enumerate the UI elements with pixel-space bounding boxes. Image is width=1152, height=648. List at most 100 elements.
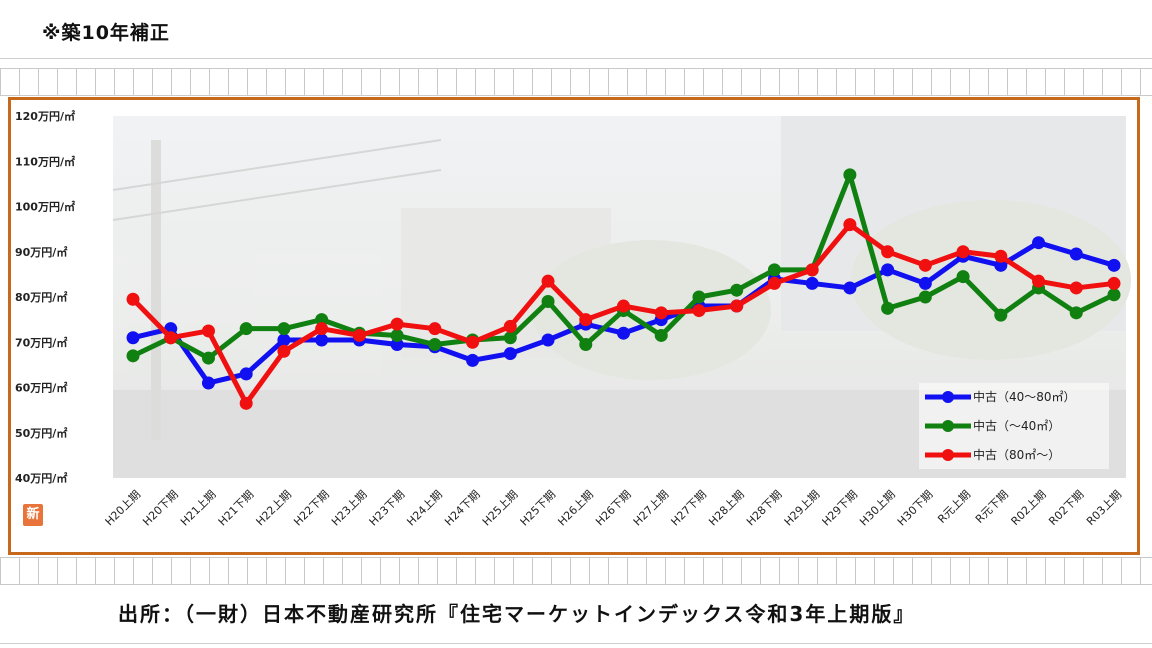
x-tick-label: R03上期 [1084,488,1124,528]
y-tick-label: 40万円/㎡ [15,471,67,485]
x-tick-label: H27下期 [669,488,710,529]
chart-frame: 120万円/㎡ 110万円/㎡ 100万円/㎡ 90万円/㎡ 80万円/㎡ 70万円/㎡ 6… [8,97,1140,555]
y-tick-label: 120万円/㎡ [15,109,75,123]
data-point [239,322,253,336]
x-tick-label: H29上期 [782,488,823,529]
data-point [805,276,819,290]
data-point [541,333,555,347]
data-point [1069,281,1083,295]
x-tick-label: H25上期 [480,488,521,529]
y-tick-label: 70万円/㎡ [15,335,67,349]
legend-label: 中古（80㎡～） [973,447,1060,462]
data-point [201,324,215,338]
data-point [654,306,668,320]
data-point [1032,274,1046,288]
grid-band-bottom [0,557,1152,585]
new-badge: 新 [23,504,43,526]
data-point [994,249,1008,263]
series-group [126,168,1121,410]
x-tick-label: H23上期 [329,488,370,529]
data-point [466,353,480,367]
data-point [730,299,744,313]
y-tick-label: 100万円/㎡ [15,200,75,214]
legend-marker [942,420,954,432]
data-point [843,218,857,232]
y-tick-label: 60万円/㎡ [15,381,67,395]
data-point [843,281,857,295]
data-point [164,331,178,345]
x-tick-label: H21下期 [216,488,257,529]
data-point [881,301,895,315]
data-point [918,276,932,290]
x-tick-label: H22上期 [254,488,295,529]
divider [0,58,1152,59]
data-point [277,322,291,336]
x-tick-label: H24上期 [404,488,445,529]
data-point [1069,247,1083,261]
data-point [428,322,442,336]
data-point [126,349,140,363]
x-tick-label: R02下期 [1046,488,1086,528]
x-tick-label: R02上期 [1009,488,1049,528]
data-point [239,367,253,381]
data-point [654,328,668,342]
data-point [579,313,593,327]
divider [0,643,1152,644]
y-tick-label: 80万円/㎡ [15,290,67,304]
data-point [994,308,1008,322]
legend-label: 中古（40～80㎡） [973,389,1076,404]
data-point [503,347,517,361]
data-point [239,396,253,410]
y-tick-label: 90万円/㎡ [15,245,67,259]
data-point [390,328,404,342]
data-point [126,292,140,306]
data-point [201,351,215,365]
data-point [277,333,291,347]
x-tick-label: H20上期 [103,488,144,529]
data-point [956,270,970,284]
data-point [1107,276,1121,290]
x-tick-label: H30上期 [857,488,898,529]
x-tick-label: H21上期 [178,488,219,529]
data-point [843,168,857,182]
x-tick-label: H30下期 [895,488,936,529]
x-tick-label: H26上期 [555,488,596,529]
data-point [1069,306,1083,320]
data-point [767,276,781,290]
data-point [315,313,329,327]
data-point [767,263,781,277]
y-tick-label: 50万円/㎡ [15,426,67,440]
legend: 中古（40～80㎡） 中古（～40㎡） 中古（80㎡～） [919,383,1109,469]
data-point [390,317,404,331]
data-point [390,338,404,352]
data-point [541,274,555,288]
data-point [201,376,215,390]
data-point [617,299,630,313]
data-point [503,319,517,333]
x-tick-label: H24下期 [442,488,483,529]
data-point [918,290,932,304]
source-citation: 出所：（一財）日本不動産研究所『住宅マーケットインデックス令和3年上期版』 [118,602,916,626]
data-point [579,338,593,352]
x-tick-label: R元下期 [973,488,1011,526]
data-point [692,290,706,304]
legend-marker [942,449,954,461]
legend-marker [942,391,954,403]
data-point [1107,288,1121,302]
data-point [918,258,932,272]
data-point [805,263,819,277]
x-tick-label: H20下期 [140,488,181,529]
x-tick-label: H22下期 [291,488,332,529]
data-point [994,258,1008,272]
data-point [881,245,895,259]
legend-label: 中古（～40㎡） [973,418,1060,433]
data-point [1032,236,1046,250]
data-point [730,283,744,297]
data-point [617,326,630,340]
x-axis: H20上期H20下期H21上期H21下期H22上期H22下期H23上期H23下期… [103,488,1125,529]
x-tick-label: H23下期 [367,488,408,529]
y-tick-label: 110万円/㎡ [15,154,75,168]
x-tick-label: H27上期 [631,488,672,529]
grid-band-top [0,68,1152,96]
data-point [126,331,140,345]
